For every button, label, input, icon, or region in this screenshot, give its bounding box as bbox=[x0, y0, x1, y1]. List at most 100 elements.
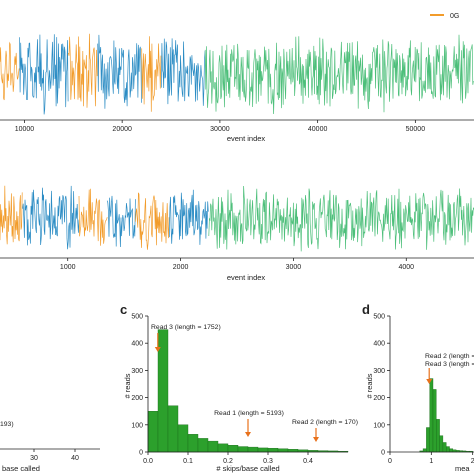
histogram-bar bbox=[247, 446, 259, 453]
signal-segment-blue bbox=[160, 38, 206, 106]
panel-c-annotations: Read 3 (length = 1752) Read 1 (length = 5… bbox=[151, 324, 358, 442]
signal-segment-orange bbox=[0, 41, 20, 101]
panel-b-tick-label: 40 bbox=[71, 455, 79, 462]
histogram-bar bbox=[257, 447, 269, 453]
legend: 0G bbox=[430, 13, 459, 20]
annotation-label: Read 3 (length = bbox=[425, 361, 474, 368]
signal-segment-green bbox=[204, 34, 474, 115]
signal-bottom-ticks: 1000 2000 3000 4000 bbox=[60, 258, 414, 271]
signal-top-panel: 10000 20000 30000 40000 50000 event index 0G bbox=[0, 13, 474, 143]
x-tick-label: 2000 bbox=[173, 264, 189, 271]
y-tick-label: 100 bbox=[373, 422, 385, 429]
x-tick-label: 4000 bbox=[398, 264, 414, 271]
y-tick-label: 500 bbox=[373, 314, 385, 321]
histogram-bar bbox=[227, 445, 239, 453]
histogram-bar bbox=[432, 389, 437, 453]
panel-c-label: c bbox=[120, 302, 127, 317]
panel-d-ticks: 0 1 2 0 100 200 300 400 500 bbox=[373, 314, 474, 466]
histogram-bar bbox=[187, 434, 199, 453]
y-tick-label: 200 bbox=[373, 395, 385, 402]
annotation-label: Read 2 (length = bbox=[425, 353, 474, 360]
histogram-bar bbox=[197, 438, 209, 453]
histogram-bar bbox=[267, 447, 279, 453]
panel-d: d 0 1 2 0 100 200 300 400 500 # reads mea Read 2… bbox=[362, 302, 474, 473]
y-tick-label: 0 bbox=[139, 450, 143, 457]
signal-segment-orange bbox=[68, 33, 98, 108]
histogram-bar bbox=[287, 449, 299, 453]
histogram-bar bbox=[237, 446, 249, 453]
panel-b-tick-label: 30 bbox=[30, 455, 38, 462]
histogram-bar bbox=[449, 448, 454, 453]
annotation-arrowhead bbox=[245, 432, 251, 437]
signal-bottom-trace bbox=[0, 185, 474, 252]
x-tick-label: 0.3 bbox=[263, 458, 273, 465]
y-tick-label: 500 bbox=[131, 314, 143, 321]
panel-d-xlabel: mea bbox=[455, 464, 470, 473]
panel-b-annotation: 193) bbox=[0, 421, 14, 428]
panel-d-label: d bbox=[362, 302, 370, 317]
histogram-bar bbox=[446, 446, 450, 453]
panel-c-ylabel: # reads bbox=[123, 373, 132, 398]
signal-top-ticks: 10000 20000 30000 40000 50000 bbox=[15, 120, 426, 133]
histogram-bar bbox=[147, 411, 159, 453]
histogram-bar bbox=[436, 419, 440, 453]
histogram-bar bbox=[422, 448, 427, 453]
histogram-bar bbox=[217, 443, 229, 453]
signal-segment-orange bbox=[78, 188, 108, 246]
annotation-label: Read 2 (length = 170) bbox=[292, 419, 358, 426]
legend-label: 0G bbox=[450, 13, 459, 20]
panel-b: 30 40 base called 193) bbox=[0, 421, 100, 473]
signal-segment-orange bbox=[0, 185, 23, 245]
x-tick-label: 30000 bbox=[210, 126, 230, 133]
histogram-bar bbox=[167, 405, 179, 453]
histogram-bar bbox=[277, 448, 289, 453]
signal-bottom-xlabel: event index bbox=[227, 273, 266, 282]
panel-c-xlabel: # skips/base called bbox=[216, 464, 279, 473]
annotation-arrowhead bbox=[313, 437, 319, 442]
signal-segment-blue bbox=[19, 34, 69, 115]
histogram-bar bbox=[439, 435, 444, 453]
histogram-bar bbox=[207, 440, 219, 453]
x-tick-label: 0.1 bbox=[183, 458, 193, 465]
y-tick-label: 0 bbox=[381, 450, 385, 457]
x-tick-label: 10000 bbox=[15, 126, 35, 133]
x-tick-label: 0.4 bbox=[303, 458, 313, 465]
signal-segment-blue bbox=[106, 195, 136, 248]
panel-c-ticks: 0.0 0.1 0.2 0.3 0.4 0 100 200 300 400 500 bbox=[131, 314, 313, 466]
signal-segment-blue bbox=[22, 185, 80, 250]
signal-segment-orange bbox=[135, 192, 170, 250]
signal-segment-orange bbox=[141, 36, 162, 112]
panel-d-annotations: Read 2 (length =Read 3 (length = bbox=[425, 353, 474, 384]
x-tick-label: 1000 bbox=[60, 264, 76, 271]
annotation-label: Read 1 (length = 5193) bbox=[214, 410, 284, 417]
panel-c: c 0.0 0.1 0.2 0.3 0.4 0 100 200 300 400 500 # read… bbox=[120, 302, 358, 473]
y-tick-label: 300 bbox=[373, 368, 385, 375]
panel-c-bars bbox=[147, 329, 349, 453]
x-tick-label: 0.2 bbox=[223, 458, 233, 465]
annotation-label: Read 3 (length = 1752) bbox=[151, 324, 221, 331]
histogram-bar bbox=[429, 378, 434, 453]
y-tick-label: 200 bbox=[131, 395, 143, 402]
annotation-arrowhead bbox=[154, 347, 161, 352]
signal-segment-blue bbox=[97, 34, 142, 109]
histogram-bar bbox=[442, 442, 447, 453]
panel-d-bars bbox=[419, 378, 473, 453]
x-tick-label: 0.0 bbox=[143, 458, 153, 465]
x-tick-label: 0 bbox=[388, 458, 392, 465]
x-tick-label: 2 bbox=[471, 458, 474, 465]
x-tick-label: 3000 bbox=[286, 264, 302, 271]
x-tick-label: 40000 bbox=[308, 126, 328, 133]
annotation-arrowhead bbox=[426, 379, 433, 384]
x-tick-label: 50000 bbox=[406, 126, 426, 133]
signal-segment-green bbox=[208, 185, 474, 252]
signal-segment-blue bbox=[168, 189, 209, 245]
y-tick-label: 400 bbox=[373, 341, 385, 348]
x-tick-label: 1 bbox=[429, 458, 433, 465]
signal-bottom-panel: 1000 2000 3000 4000 event index bbox=[0, 185, 474, 282]
signal-top-xlabel: event index bbox=[227, 134, 266, 143]
y-tick-label: 100 bbox=[131, 422, 143, 429]
y-tick-label: 300 bbox=[131, 368, 143, 375]
signal-top-trace bbox=[0, 33, 474, 115]
histogram-bar bbox=[177, 424, 189, 453]
